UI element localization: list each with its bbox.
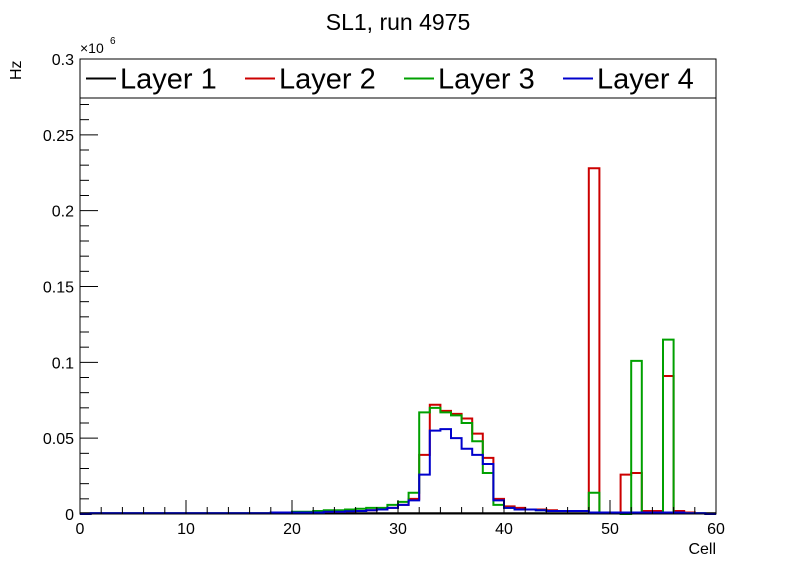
series-group <box>80 167 716 515</box>
legend-label-layer-1: Layer 1 <box>120 64 217 96</box>
y-tick-label: 0.25 <box>43 128 74 145</box>
plot-frame <box>79 58 717 515</box>
axes-group: 0 10 20 30 40 50 60 0 0.05 0.1 0.15 0.2 0.25 0.3 <box>43 52 725 538</box>
legend-box <box>79 58 717 99</box>
x-axis-label: Cell <box>688 541 716 558</box>
legend-label-layer-3: Layer 3 <box>438 64 535 96</box>
series-line-layer-2 <box>80 167 716 515</box>
x-tick-label: 10 <box>177 521 195 538</box>
legend-label-layer-2: Layer 2 <box>279 64 376 96</box>
y-axis-label: Hz <box>8 60 25 80</box>
legend-label-layer-4: Layer 4 <box>597 64 694 96</box>
y-tick-label: 0.15 <box>43 280 74 297</box>
y-tick-label: 0.05 <box>43 431 74 448</box>
y-tick-label: 0 <box>65 507 74 524</box>
x-tick-label: 30 <box>389 521 407 538</box>
y-axis-multiplier: ×10 6 <box>80 36 116 56</box>
x-tick-label: 60 <box>707 521 725 538</box>
y-multiplier-exponent: 6 <box>110 36 116 47</box>
y-tick-label: 0.3 <box>52 52 74 69</box>
x-tick-label: 50 <box>601 521 619 538</box>
chart-title: SL1, run 4975 <box>326 9 471 35</box>
legend: Layer 1 Layer 2 Layer 3 Layer 4 <box>79 58 717 99</box>
y-tick-label: 0.1 <box>52 355 74 372</box>
y-multiplier-base: ×10 <box>80 40 104 56</box>
x-tick-label: 0 <box>76 521 85 538</box>
x-tick-label: 20 <box>283 521 301 538</box>
y-tick-label: 0.2 <box>52 204 74 221</box>
x-tick-label: 40 <box>495 521 513 538</box>
